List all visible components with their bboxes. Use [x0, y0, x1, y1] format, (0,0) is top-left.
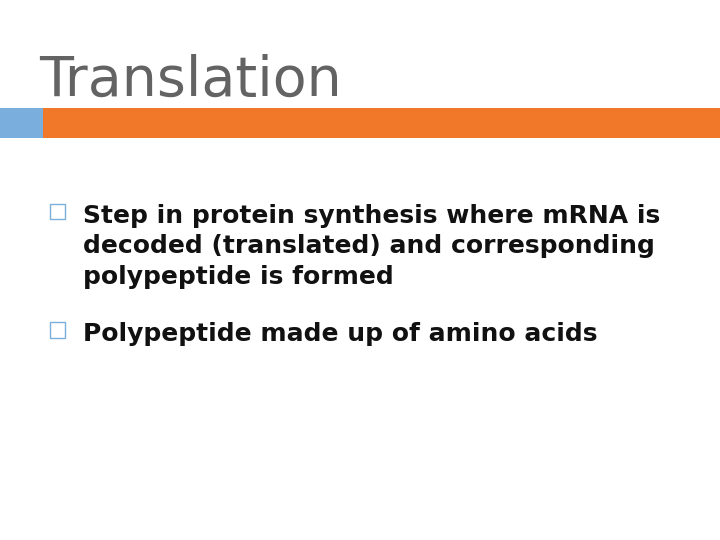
Bar	[50, 204, 65, 219]
Text: Step in protein synthesis where mRNA is
decoded (translated) and corresponding
p: Step in protein synthesis where mRNA is …	[83, 204, 660, 289]
Bar	[0, 108, 43, 138]
Bar	[43, 108, 720, 138]
Text: Translation: Translation	[40, 54, 342, 108]
Bar	[50, 322, 65, 338]
Text: Polypeptide made up of amino acids: Polypeptide made up of amino acids	[83, 322, 598, 346]
